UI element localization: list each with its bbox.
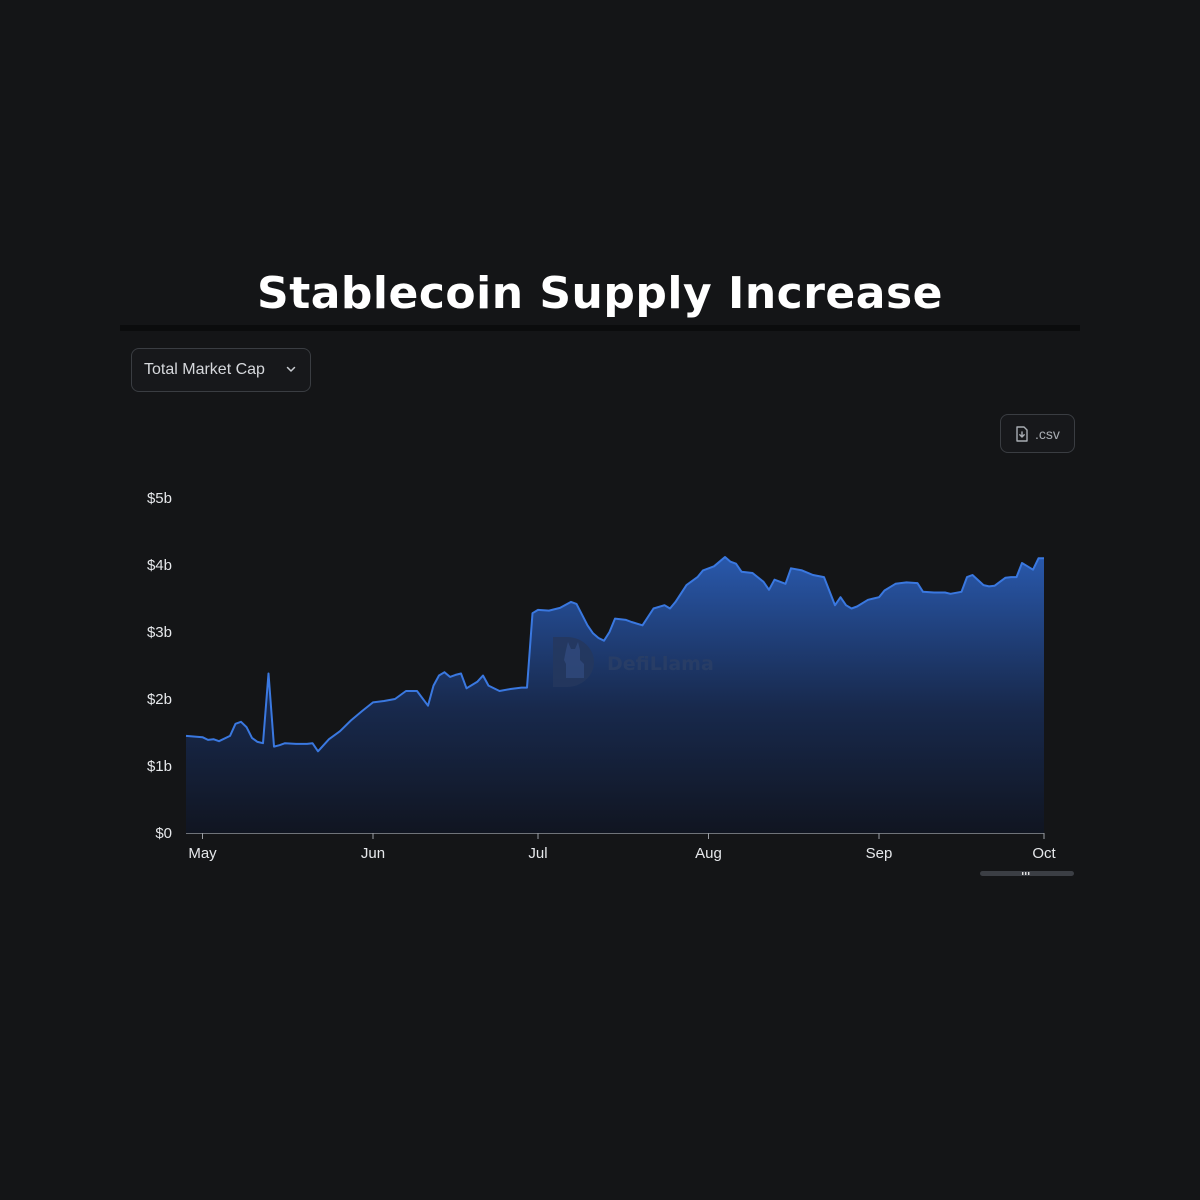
x-tick-label: Jul [528,845,547,862]
y-tick-label: $5b [147,490,172,507]
series-area [186,557,1044,833]
zoom-slider-grip[interactable] [1022,872,1024,875]
zoom-slider-grip[interactable] [1025,872,1027,875]
metric-select-value: Total Market Cap [144,361,265,378]
watermark-text: DefiLlama [607,653,714,675]
y-tick-label: $3b [147,624,172,641]
y-tick-label: $1b [147,758,172,775]
x-tick-label: Sep [866,845,893,862]
series-line [185,556,1044,753]
x-tick-label: May [188,845,217,862]
csv-button-label: .csv [1035,425,1060,442]
csv-download-button[interactable]: .csv [1000,414,1075,453]
metric-select[interactable]: Total Market Cap [131,348,311,392]
zoom-slider-grip[interactable] [1028,872,1030,875]
y-tick-label: $2b [147,691,172,708]
title-divider [120,325,1080,331]
page-title: Stablecoin Supply Increase [257,268,943,319]
y-tick-label: $4b [147,557,172,574]
zoom-slider[interactable] [980,871,1074,876]
x-tick-label: Oct [1032,845,1056,862]
x-tick-label: Jun [361,845,385,862]
axes: May Jun Jul Aug Sep Oct $0 $1b $2b $3b $4b $5b [147,490,1057,862]
plot-area [185,556,1044,833]
watermark: DefiLlama [553,637,714,687]
zoom-slider-track[interactable] [980,871,1074,876]
llama-logo-icon [553,637,594,687]
y-tick-label: $0 [155,825,172,842]
x-tick-label: Aug [695,845,722,862]
chevron-down-icon [286,366,296,372]
file-download-icon [1016,425,1028,442]
